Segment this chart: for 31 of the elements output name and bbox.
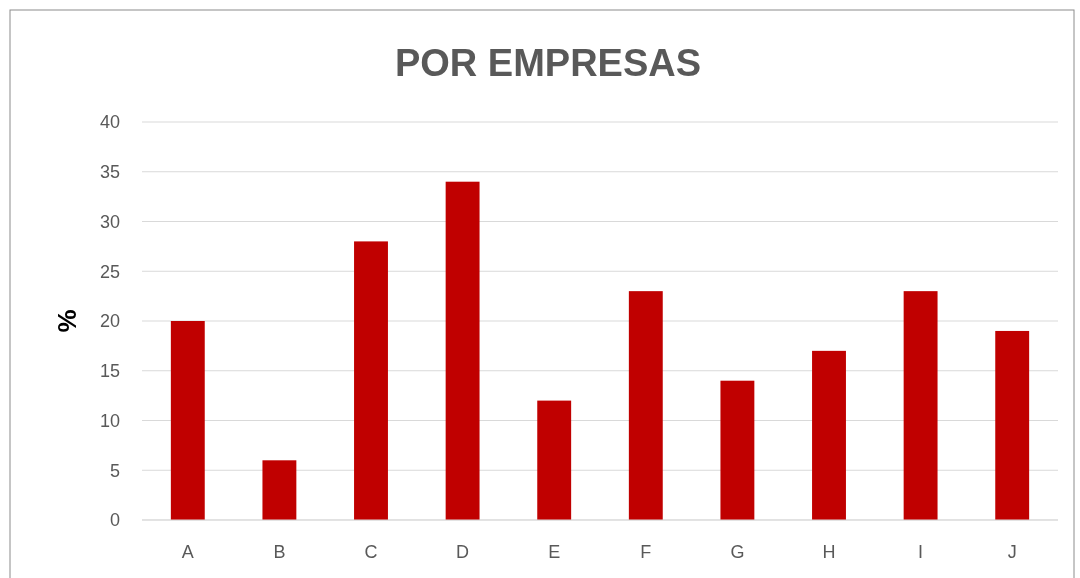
y-tick-label: 40 bbox=[99, 112, 120, 133]
bar bbox=[903, 291, 938, 520]
bar bbox=[445, 181, 480, 520]
bar bbox=[628, 291, 663, 520]
y-tick-label: 20 bbox=[99, 311, 120, 332]
y-tick-label: 25 bbox=[99, 261, 120, 282]
x-tick-label: G bbox=[730, 542, 745, 562]
bar bbox=[720, 380, 755, 520]
bar bbox=[170, 321, 205, 520]
x-tick-label: D bbox=[456, 542, 470, 562]
y-tick-label: 5 bbox=[109, 460, 120, 481]
chart-title: POR EMPRESAS bbox=[394, 42, 702, 84]
y-tick-label: 15 bbox=[99, 361, 120, 382]
y-tick-label: 0 bbox=[109, 510, 120, 531]
x-tick-label: C bbox=[364, 542, 378, 562]
y-tick-label: 30 bbox=[99, 211, 120, 232]
x-tick-label: B bbox=[273, 542, 286, 562]
x-tick-label: F bbox=[640, 542, 652, 562]
y-tick-label: 10 bbox=[99, 410, 120, 431]
y-tick-label: 35 bbox=[99, 162, 120, 183]
x-tick-label: J bbox=[1007, 542, 1017, 562]
bar bbox=[537, 400, 572, 520]
bar bbox=[262, 460, 297, 520]
bar bbox=[354, 241, 388, 520]
bar bbox=[812, 350, 846, 520]
x-tick-label: A bbox=[181, 542, 194, 562]
x-tick-label: H bbox=[822, 542, 836, 562]
x-tick-label: I bbox=[918, 542, 924, 562]
y-axis-title: % bbox=[52, 309, 82, 333]
x-tick-label: E bbox=[548, 542, 561, 562]
bar bbox=[995, 330, 1030, 520]
